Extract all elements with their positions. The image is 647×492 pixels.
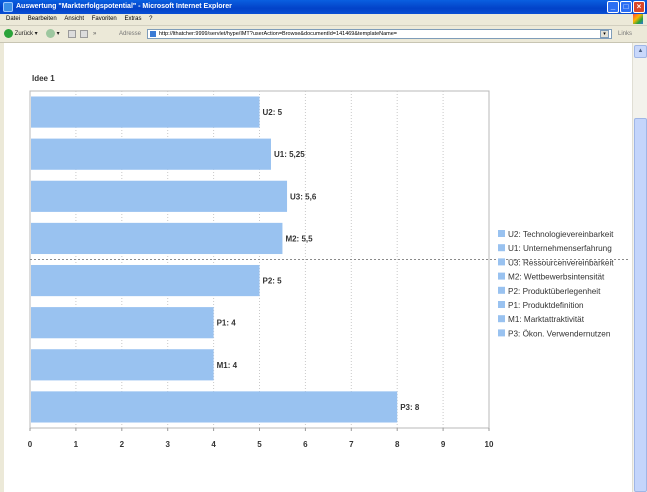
bar-p2: [31, 264, 260, 297]
toolbar: Zurück ▾ ▾ » Adresse http://lthatcher:99…: [0, 26, 647, 43]
links-button[interactable]: Links: [618, 31, 633, 37]
bar-u3: [31, 180, 288, 212]
bar-p3: [31, 391, 398, 423]
back-button[interactable]: Zurück ▾: [4, 29, 38, 39]
bar-label-u2: U2: 5: [263, 108, 283, 117]
refresh-icon[interactable]: [80, 30, 88, 38]
x-tick-label: 7: [349, 440, 354, 449]
x-tick-label: 8: [395, 440, 400, 449]
minimize-button[interactable]: _: [607, 1, 619, 13]
menu-item-datei[interactable]: Datei: [6, 16, 21, 22]
x-tick-label: 10: [485, 440, 494, 449]
legend-swatch: [498, 258, 505, 266]
bar-m1: [31, 349, 214, 381]
bar-u1: [31, 138, 271, 170]
legend-entry: M1: Marktattraktivität: [508, 315, 585, 324]
close-button[interactable]: ×: [633, 1, 645, 13]
legend-swatch: [498, 315, 505, 323]
legend-entry: U2: Technologievereinbarkeit: [508, 230, 614, 239]
legend-entry: P1: Produktdefinition: [508, 301, 584, 310]
back-label: Zurück: [14, 31, 34, 38]
menu-bar: Datei Bearbeiten Ansicht Favoriten Extra…: [0, 14, 647, 26]
chart-heading: Idee 1: [32, 74, 55, 83]
legend-swatch: [498, 272, 505, 280]
legend-entry: U3: Ressourcenvereinbarkeit: [508, 258, 614, 267]
page-icon: [150, 30, 156, 37]
legend-swatch: [498, 230, 505, 237]
bar-label-p3: P3: 8: [400, 403, 420, 412]
legend-entry: P3: Ökon. Verwendernutzen: [508, 328, 611, 338]
x-tick-label: 6: [303, 440, 308, 449]
back-arrow-icon: [4, 29, 13, 38]
stop-icon[interactable]: [68, 30, 76, 38]
legend-swatch: [498, 329, 505, 337]
legend-swatch: [498, 244, 505, 252]
bar-label-p1: P1: 4: [217, 319, 237, 328]
legend-entry: M2: Wettbewerbsintensität: [508, 273, 605, 282]
x-tick-label: 4: [211, 440, 216, 449]
vertical-scrollbar[interactable]: ▲: [632, 43, 647, 492]
toolbar-chevron-icon[interactable]: »: [93, 31, 97, 37]
menu-item-help[interactable]: ?: [149, 16, 153, 22]
bar-u2: [31, 96, 260, 128]
x-tick-label: 3: [165, 440, 170, 449]
address-dropdown-icon[interactable]: ▾: [600, 30, 609, 38]
legend-swatch: [498, 286, 505, 294]
menu-item-extras[interactable]: Extras: [124, 16, 142, 22]
x-tick-label: 1: [74, 440, 79, 449]
bar-label-p2: P2: 5: [263, 277, 283, 286]
menu-item-bearbeiten[interactable]: Bearbeiten: [27, 16, 57, 22]
bar-label-u3: U3: 5,6: [290, 192, 317, 201]
forward-button[interactable]: ▾: [46, 29, 60, 39]
window-title: Auswertung "Markterfolgspotential" - Mic…: [16, 3, 232, 10]
window-titlebar: Auswertung "Markterfolgspotential" - Mic…: [0, 0, 647, 14]
menu-item-favoriten[interactable]: Favoriten: [91, 16, 117, 22]
legend-entry: P2: Produktüberlegenheit: [508, 287, 601, 296]
legend-swatch: [498, 301, 505, 308]
bar-m2: [31, 222, 283, 255]
bar-label-m1: M1: 4: [217, 361, 238, 370]
menu-item-ansicht[interactable]: Ansicht: [64, 16, 85, 22]
bar-label-m2: M2: 5,5: [285, 234, 313, 243]
bar-label-u1: U1: 5,25: [274, 150, 305, 159]
maximize-button[interactable]: □: [620, 1, 632, 13]
address-label: Adresse: [119, 31, 142, 37]
x-tick-label: 9: [441, 440, 446, 449]
x-tick-label: 5: [257, 440, 262, 449]
ie-app-icon: [3, 2, 13, 12]
legend-entry: U1: Unternehmenserfahrung: [508, 244, 612, 253]
address-value: http://lthatcher:9999/servlet/hype/IMT?u…: [159, 31, 398, 37]
x-tick-label: 2: [120, 440, 125, 449]
address-field[interactable]: http://lthatcher:9999/servlet/hype/IMT?u…: [147, 29, 612, 39]
windows-logo-icon: [633, 14, 643, 24]
bar-p1: [31, 307, 214, 339]
x-tick-label: 0: [28, 440, 33, 449]
forward-arrow-icon: [46, 29, 55, 38]
